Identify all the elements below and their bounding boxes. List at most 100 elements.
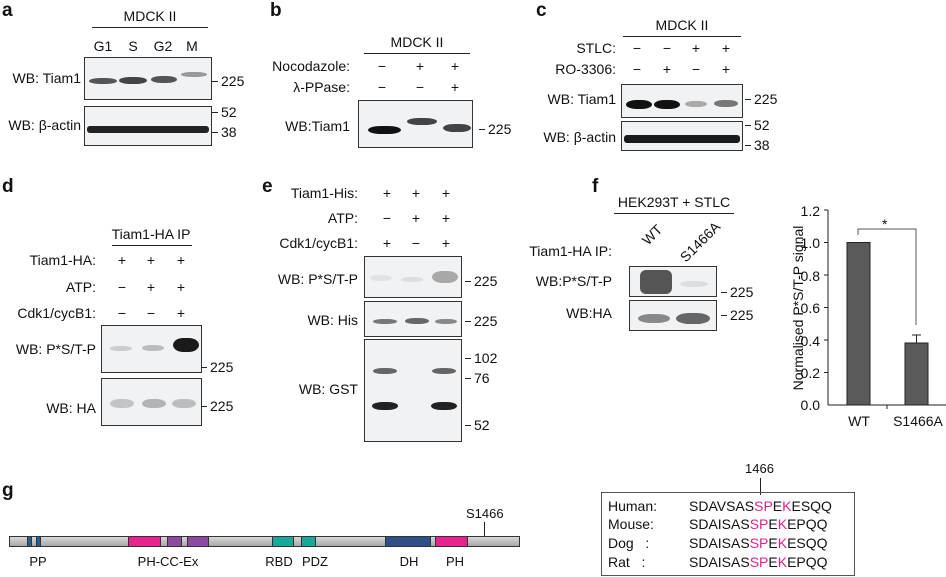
y-tick: 0.2 [800,365,820,381]
condition-sign: + [411,210,421,226]
western-blot-actin [621,121,743,151]
western-blot-tiam1 [358,100,473,148]
sequence-alignment-box [601,492,855,576]
blot-label: WB: β-actin [8,117,81,133]
condition-sign: − [117,279,127,295]
condition-sign: − [377,79,387,95]
lane-label: G2 [153,38,173,54]
condition-sign: − [146,305,156,321]
mw-marker: 52 [745,117,770,133]
blot-label: WB: HA [46,400,96,416]
panel-c-header: MDCK II [655,17,709,33]
mw-marker: 38 [745,137,770,153]
condition-sign: − [691,61,701,77]
condition-sign: − [117,305,127,321]
y-tick: 0.6 [800,300,820,316]
blot-label: WB:HA [566,305,612,321]
western-blot-tiam1 [84,57,212,100]
y-tick: 0.8 [800,268,820,284]
chart-axes [824,209,946,409]
y-tick: 0.4 [800,333,820,349]
panel-f-letter: f [592,176,599,197]
domain-label: PH [445,554,465,569]
x-tick: WT [848,413,870,429]
sequence: SDAISASSPEKEPQQ [689,516,828,532]
species-label: Human: [608,498,658,514]
mw-marker: 225 [720,284,754,300]
panel-b-header: MDCK II [390,34,444,50]
condition-sign: + [382,235,392,251]
lane-label: G1 [93,38,113,54]
condition-sign: + [662,61,672,77]
panel-f-header-line [614,213,734,214]
blot-label: WB: β-actin [543,129,616,145]
condition-sign: − [662,40,672,56]
panel-a-header-line [92,27,208,28]
mw-marker: 225 [200,398,234,414]
lane-label: S [128,38,138,54]
species-label: Dog : [608,535,650,551]
significance-star: * [882,216,888,232]
site-label: S1466 [466,506,504,521]
mw-marker: 52 [212,104,237,120]
condition-sign: + [450,58,460,74]
panel-a-letter: a [2,0,13,21]
mw-marker: 102 [464,350,498,366]
condition-sign: + [441,235,451,251]
panel-d-letter: d [2,176,14,197]
condition-sign: + [721,40,731,56]
condition-sign: + [117,252,127,268]
panel-b-header-line [364,53,470,54]
condition-sign: − [382,210,392,226]
condition-sign: + [411,185,421,201]
western-blot-his [364,301,462,337]
condition-sign: − [411,235,421,251]
lane-label: M [186,38,198,54]
western-blot-tiam1 [621,84,743,118]
y-tick: 1.2 [800,203,820,219]
western-blot-gst [364,339,462,442]
domain-label: PH-CC-Ex [137,554,199,569]
condition-label: Cdk1/cycB1: [17,305,96,321]
mw-marker: 52 [465,417,490,433]
condition-label: ATP: [327,210,358,226]
panel-c-header-line [623,36,741,37]
condition-sign: + [176,305,186,321]
y-tick: 1.0 [800,235,820,251]
mw-marker: 225 [744,91,778,107]
species-label: Mouse: [608,516,654,532]
mw-marker: 76 [465,370,490,386]
western-blot-ha [629,300,717,331]
y-tick: 0.0 [800,397,820,413]
lane-label: S1466A [676,218,724,265]
panel-a-header: MDCK II [123,8,177,24]
domain-label: PDZ [302,554,328,569]
panel-d-header: Tiam1-HA IP [111,226,191,242]
mw-marker: 225 [464,273,498,289]
blot-label: WB: His [307,312,358,328]
domain-label: PP [29,554,47,569]
condition-sign: + [146,252,156,268]
condition-label: Nocodazole: [272,58,350,74]
blot-label: WB: Tiam1 [12,70,81,86]
mw-marker: 38 [212,124,237,140]
species-label: Rat : [608,554,646,570]
panel-b-letter: b [270,0,282,21]
alignment-position-label: 1466 [745,461,774,476]
condition-sign: + [450,79,460,95]
panel-e-letter: e [262,176,273,197]
domain-label: DH [399,554,419,569]
site-tick [484,522,485,536]
panel-f-header: HEK293T + STLC [617,194,731,210]
mw-marker: 225 [720,307,754,323]
western-blot-actin [84,106,212,146]
condition-sign: + [176,252,186,268]
western-blot-pstp [101,325,202,373]
blot-label: WB: GST [298,381,358,397]
condition-sign: − [632,61,642,77]
condition-sign: + [176,279,186,295]
sequence: SDAISASSPEKESQQ [689,535,828,551]
panel-d-header-line [112,245,192,246]
alignment-position-tick [760,478,761,495]
condition-label: RO-3306: [555,61,616,77]
